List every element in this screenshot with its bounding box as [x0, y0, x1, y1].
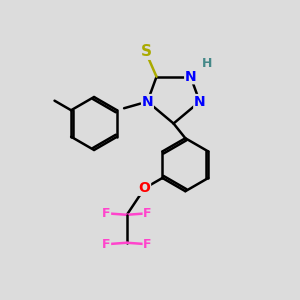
Text: F: F — [143, 238, 152, 251]
Text: N: N — [142, 94, 153, 109]
Text: H: H — [202, 57, 212, 70]
Text: F: F — [102, 238, 110, 251]
Text: F: F — [102, 207, 110, 220]
Text: N: N — [194, 94, 206, 109]
Text: N: N — [185, 70, 197, 84]
Text: S: S — [141, 44, 152, 59]
Text: F: F — [143, 207, 152, 220]
Text: O: O — [139, 181, 151, 195]
